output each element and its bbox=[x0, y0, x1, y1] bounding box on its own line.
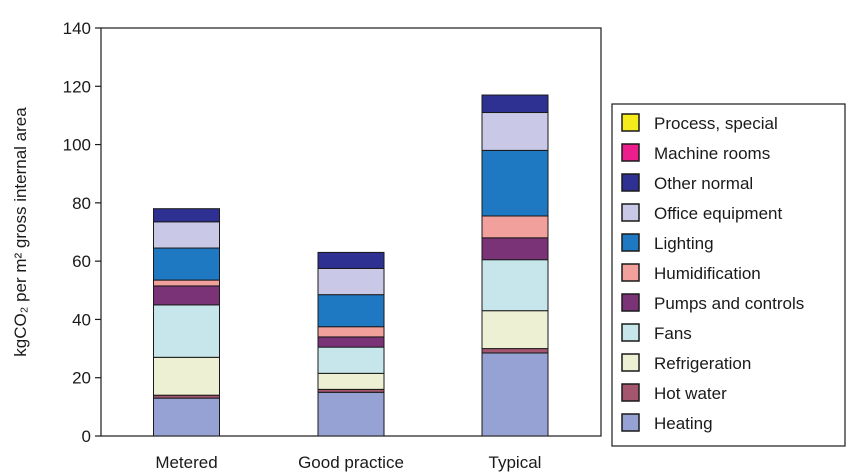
bar-good-practice bbox=[317, 251, 385, 437]
bar-segment-other-normal bbox=[153, 208, 220, 223]
legend-label: Pumps and controls bbox=[654, 294, 804, 313]
bar-segment-lighting bbox=[153, 247, 220, 281]
legend-swatch bbox=[621, 263, 640, 282]
y-tick-label: 40 bbox=[72, 310, 91, 329]
legend-label: Machine rooms bbox=[654, 144, 770, 163]
y-axis-ticks: 0 20 40 60 80 100 120 140 bbox=[63, 19, 101, 446]
legend-label: Lighting bbox=[654, 234, 714, 253]
legend-item-fans: Fans bbox=[621, 323, 692, 343]
legend-swatch bbox=[621, 113, 640, 132]
y-tick-label: 20 bbox=[72, 369, 91, 388]
legend-label: Hot water bbox=[654, 384, 727, 403]
legend-item-machine-rooms: Machine rooms bbox=[621, 143, 770, 163]
legend-box bbox=[611, 103, 846, 447]
category-label: Typical bbox=[489, 453, 542, 472]
legend-label: Humidification bbox=[654, 264, 761, 283]
legend-label: Office equipment bbox=[654, 204, 782, 223]
y-tick-label: 80 bbox=[72, 194, 91, 213]
category-label: Metered bbox=[155, 453, 217, 472]
legend-item-hot-water: Hot water bbox=[621, 383, 727, 403]
bar-typical bbox=[481, 94, 549, 437]
legend-swatch bbox=[621, 233, 640, 252]
bar-segment-lighting bbox=[481, 149, 549, 217]
legend-item-refrigeration: Refrigeration bbox=[621, 353, 751, 373]
y-tick-label: 60 bbox=[72, 252, 91, 271]
legend-item-lighting: Lighting bbox=[621, 233, 714, 253]
bar-metered bbox=[153, 208, 220, 437]
legend-label: Process, special bbox=[654, 114, 778, 133]
bar-segment-heating bbox=[317, 391, 385, 437]
bar-segment-fans bbox=[481, 259, 549, 312]
bar-segment-humidification bbox=[317, 326, 385, 338]
y-tick-label: 140 bbox=[63, 19, 91, 38]
bar-segment-lighting bbox=[317, 294, 385, 328]
legend-item-other-normal: Other normal bbox=[621, 173, 753, 193]
y-tick-label: 120 bbox=[63, 77, 91, 96]
legend-swatch bbox=[621, 413, 640, 432]
legend-swatch bbox=[621, 203, 640, 222]
bar-segment-refrigeration bbox=[317, 372, 385, 390]
legend-swatch bbox=[621, 323, 640, 342]
legend-swatch bbox=[621, 353, 640, 372]
bar-segment-pumps-and-controls bbox=[481, 237, 549, 261]
legend: Process, special Machine rooms Other norma… bbox=[611, 103, 846, 447]
bar-segment-fans bbox=[153, 304, 220, 358]
bar-segment-office-equipment bbox=[481, 112, 549, 151]
bar-segment-other-normal bbox=[481, 94, 549, 114]
legend-swatch bbox=[621, 143, 640, 162]
bars bbox=[153, 94, 549, 437]
bar-segment-refrigeration bbox=[481, 310, 549, 350]
bar-segment-hot-water bbox=[481, 348, 549, 354]
legend-label: Refrigeration bbox=[654, 354, 751, 373]
legend-item-office-equipment: Office equipment bbox=[621, 203, 782, 223]
category-labels: Metered Good practice Typical bbox=[155, 453, 541, 472]
legend-label: Heating bbox=[654, 414, 713, 433]
y-tick-label: 0 bbox=[82, 427, 91, 446]
legend-swatch bbox=[621, 293, 640, 312]
legend-item-process-special: Process, special bbox=[621, 113, 778, 133]
bar-segment-office-equipment bbox=[317, 267, 385, 296]
bar-segment-office-equipment bbox=[153, 221, 220, 249]
bar-segment-humidification bbox=[153, 279, 220, 287]
legend-item-humidification: Humidification bbox=[621, 263, 761, 283]
legend-item-heating: Heating bbox=[621, 413, 713, 433]
legend-swatch bbox=[621, 383, 640, 402]
y-axis-label: kgCO₂ per m² gross internal area bbox=[11, 107, 30, 357]
bar-segment-pumps-and-controls bbox=[317, 336, 385, 348]
y-axis-label-group: kgCO₂ per m² gross internal area bbox=[11, 107, 30, 357]
y-tick-label: 100 bbox=[63, 136, 91, 155]
bar-segment-refrigeration bbox=[153, 356, 220, 396]
bar-segment-pumps-and-controls bbox=[153, 285, 220, 306]
legend-item-pumps-and-controls: Pumps and controls bbox=[621, 293, 804, 313]
bar-segment-heating bbox=[481, 352, 549, 437]
legend-label: Fans bbox=[654, 324, 692, 343]
bar-segment-other-normal bbox=[317, 251, 385, 269]
bar-segment-fans bbox=[317, 346, 385, 374]
bar-segment-humidification bbox=[481, 215, 549, 239]
legend-label: Other normal bbox=[654, 174, 753, 193]
legend-swatch bbox=[621, 173, 640, 192]
category-label: Good practice bbox=[298, 453, 404, 472]
bar-segment-heating bbox=[153, 397, 220, 437]
